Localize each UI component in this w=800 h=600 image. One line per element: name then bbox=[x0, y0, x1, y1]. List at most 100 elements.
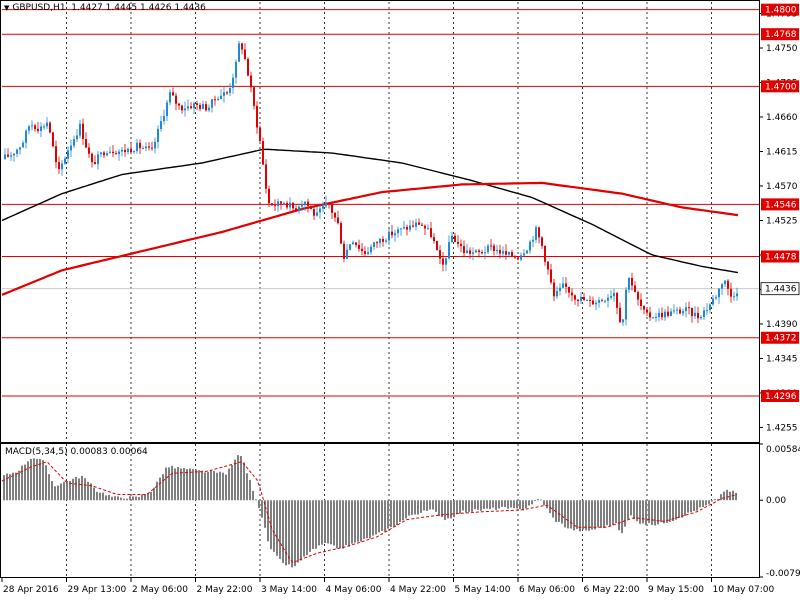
macd-bar bbox=[486, 500, 488, 509]
macd-bar bbox=[390, 500, 392, 528]
bear-candle bbox=[592, 300, 594, 305]
candlesticks bbox=[4, 40, 738, 327]
macd-bar bbox=[657, 500, 659, 525]
bear-candle bbox=[481, 252, 483, 254]
bull-candle bbox=[118, 151, 120, 155]
bull-candle bbox=[628, 277, 630, 290]
bull-candle bbox=[277, 201, 279, 207]
bull-candle bbox=[283, 202, 285, 204]
bull-candle bbox=[166, 102, 168, 117]
macd-bar bbox=[234, 459, 236, 501]
bear-candle bbox=[463, 246, 465, 254]
bull-candle bbox=[133, 151, 135, 153]
bull-candle bbox=[319, 208, 321, 213]
bull-candle bbox=[157, 128, 159, 142]
macd-bar bbox=[153, 487, 155, 501]
macd-bar bbox=[291, 500, 293, 568]
bear-candle bbox=[82, 123, 84, 140]
macd-bar bbox=[408, 500, 410, 516]
bull-candle bbox=[427, 228, 429, 230]
bull-candle bbox=[13, 153, 15, 156]
macd-bar bbox=[552, 500, 554, 518]
bear-candle bbox=[469, 250, 471, 254]
bear-candle bbox=[124, 149, 126, 153]
macd-bar bbox=[96, 491, 98, 501]
macd-bar bbox=[276, 500, 278, 556]
macd-bar bbox=[48, 474, 50, 501]
macd-bar bbox=[135, 496, 137, 501]
macd-bar bbox=[558, 500, 560, 522]
bear-candle bbox=[88, 147, 90, 154]
bear-candle bbox=[307, 201, 309, 206]
bull-candle bbox=[43, 126, 45, 128]
bull-candle bbox=[10, 155, 12, 157]
macd-bar bbox=[582, 500, 584, 530]
bull-candle bbox=[187, 106, 189, 109]
macd-bar bbox=[621, 500, 623, 534]
macd-bar bbox=[297, 500, 299, 563]
macd-bar bbox=[693, 500, 695, 512]
macd-bar bbox=[315, 500, 317, 549]
macd-bar bbox=[303, 500, 305, 557]
level-label: 1.4800 bbox=[765, 6, 797, 16]
macd-bar bbox=[540, 499, 542, 501]
level-label: 1.4478 bbox=[765, 252, 797, 262]
macd-bar bbox=[426, 500, 428, 511]
moving-averages bbox=[1, 148, 739, 296]
bear-candle bbox=[262, 141, 264, 165]
macd-bar bbox=[573, 500, 575, 531]
macd-bar bbox=[627, 500, 629, 520]
bear-candle bbox=[37, 128, 39, 131]
bear-candle bbox=[499, 249, 501, 254]
bear-candle bbox=[574, 295, 576, 300]
bull-candle bbox=[106, 153, 108, 156]
bull-candle bbox=[169, 92, 171, 103]
macd-bar bbox=[3, 475, 5, 501]
macd-bar bbox=[360, 500, 362, 542]
bull-candle bbox=[220, 95, 222, 99]
bear-candle bbox=[382, 238, 384, 242]
bull-candle bbox=[733, 296, 735, 298]
price-tick-label: 1.4570 bbox=[766, 182, 798, 192]
bear-candle bbox=[247, 58, 249, 76]
macd-bar bbox=[531, 500, 533, 505]
bear-candle bbox=[577, 299, 579, 302]
collapse-triangle-icon[interactable]: ▼ bbox=[4, 4, 10, 12]
macd-bar bbox=[528, 500, 530, 506]
time-tick-label: 5 May 14:00 bbox=[455, 585, 511, 595]
bull-candle bbox=[586, 299, 588, 301]
bull-candle bbox=[658, 312, 660, 317]
bear-candle bbox=[103, 152, 105, 156]
time-tick-label: 10 May 07:00 bbox=[713, 585, 775, 595]
bear-candle bbox=[331, 204, 333, 213]
bear-candle bbox=[364, 251, 366, 255]
macd-bar bbox=[546, 500, 548, 509]
grid bbox=[66, 2, 712, 577]
macd-bar bbox=[330, 500, 332, 545]
bear-candle bbox=[286, 202, 288, 208]
macd-bar bbox=[150, 491, 152, 501]
macd-bar bbox=[708, 500, 710, 504]
bull-candle bbox=[28, 126, 30, 131]
bull-candle bbox=[385, 240, 387, 242]
macd-bar bbox=[633, 500, 635, 520]
macd-bar bbox=[87, 481, 89, 501]
current-price-label: 1.4436 bbox=[765, 285, 797, 295]
macd-bar bbox=[726, 489, 728, 501]
bull-candle bbox=[22, 142, 24, 148]
macd-bar bbox=[294, 500, 296, 567]
moving-average-line bbox=[1, 181, 739, 296]
macd-bar bbox=[252, 491, 254, 501]
macd-bar bbox=[243, 462, 245, 501]
macd-bar bbox=[42, 460, 44, 501]
macd-bar bbox=[447, 500, 449, 519]
bull-candle bbox=[655, 316, 657, 318]
bear-candle bbox=[601, 300, 603, 302]
macd-bar bbox=[378, 500, 380, 533]
macd-bar bbox=[321, 500, 323, 545]
bull-candle bbox=[232, 77, 234, 88]
bear-candle bbox=[256, 105, 258, 128]
bear-candle bbox=[253, 87, 255, 106]
bear-candle bbox=[148, 146, 150, 148]
